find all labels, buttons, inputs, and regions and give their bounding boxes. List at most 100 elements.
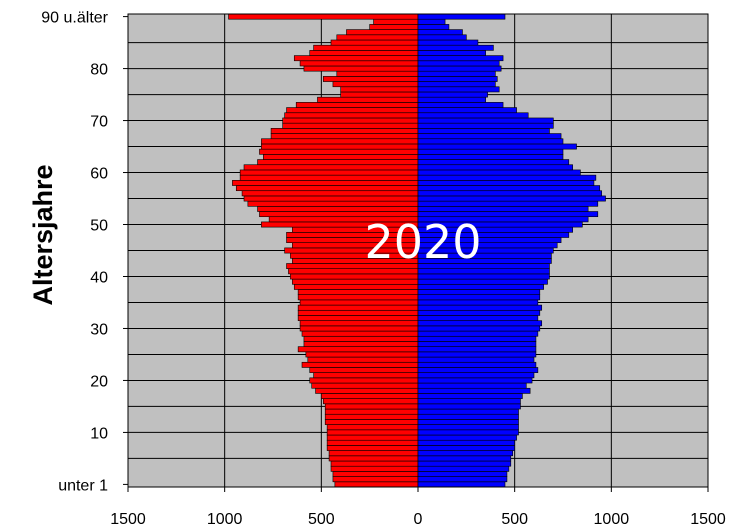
female-bar (259, 148, 419, 155)
female-bar (228, 13, 419, 20)
male-bar (417, 445, 515, 451)
male-bar (417, 44, 494, 51)
male-bar (417, 346, 537, 353)
female-bar (322, 398, 419, 405)
male-bar (417, 143, 577, 150)
male-bar (417, 112, 529, 119)
male-bar (417, 387, 531, 394)
male-bar (417, 424, 519, 431)
female-bar (239, 169, 419, 176)
female-bar (286, 107, 419, 114)
female-bar (303, 65, 419, 72)
male-bar (417, 154, 564, 160)
female-bar (324, 413, 419, 420)
male-bar (417, 341, 537, 347)
male-bar (417, 133, 562, 140)
female-bar (297, 315, 419, 321)
female-bar (257, 206, 419, 212)
female-bars (228, 13, 419, 488)
female-bar (326, 445, 419, 451)
male-bar (417, 294, 541, 301)
female-bar (263, 154, 419, 160)
female-bar (297, 309, 419, 316)
y-tick-label: 90 u.älter (41, 10, 108, 27)
male-bar (417, 180, 595, 186)
y-tick-label: 80 (90, 62, 108, 79)
male-bar (417, 159, 570, 166)
female-bar (324, 408, 419, 415)
y-tick-label: 70 (90, 114, 108, 131)
female-bar (334, 481, 419, 488)
male-bar (417, 117, 554, 124)
female-bar (243, 164, 419, 171)
male-bar (417, 465, 510, 472)
female-bar (326, 439, 419, 446)
male-bar (417, 50, 486, 56)
female-bar (297, 294, 419, 301)
female-bar (261, 138, 419, 145)
female-bar (346, 29, 419, 36)
female-bar (373, 18, 419, 25)
female-bar (297, 346, 419, 353)
female-bar (309, 50, 419, 56)
female-bar (336, 34, 419, 41)
female-bar (282, 122, 419, 129)
female-bar (332, 81, 419, 88)
male-bar (417, 403, 521, 410)
female-bar (309, 377, 419, 384)
male-bar (417, 29, 463, 36)
x-tick-label: 1500 (110, 511, 146, 528)
male-bar (417, 65, 502, 72)
female-bar (328, 455, 419, 462)
male-bar (417, 283, 544, 290)
male-bar (417, 419, 519, 425)
male-bar (417, 481, 506, 488)
male-bar (417, 299, 539, 306)
male-bar (417, 372, 535, 379)
y-tick-label: 30 (90, 321, 108, 338)
female-bar (307, 356, 419, 363)
y-axis-ticks: unter 1 10 20 30 40 50 60 70 80 90 u.älter (41, 10, 128, 494)
y-tick-label: 20 (90, 373, 108, 390)
male-bar (417, 18, 446, 25)
male-bar (417, 455, 512, 462)
female-bar (299, 60, 419, 67)
male-bar (417, 304, 543, 311)
female-bar (290, 273, 419, 280)
male-bar (417, 356, 535, 363)
female-bar (239, 174, 419, 181)
female-bar (241, 190, 419, 197)
female-bar (247, 200, 419, 207)
male-bar (417, 128, 550, 134)
female-bar (270, 133, 419, 140)
x-tick-label: 1000 (207, 511, 243, 528)
female-bar (303, 341, 419, 347)
male-bar (417, 351, 537, 358)
male-bar (417, 413, 519, 420)
male-bar (417, 289, 541, 295)
y-tick-label: 50 (90, 218, 108, 235)
female-bar (313, 44, 419, 51)
male-bar (417, 55, 504, 62)
female-bar (340, 91, 419, 98)
male-bar (417, 450, 514, 457)
x-tick-label: 1500 (690, 511, 726, 528)
female-bar (315, 387, 419, 394)
female-bar (288, 268, 419, 275)
male-bar (417, 273, 550, 280)
male-bar (417, 190, 602, 197)
male-bar (417, 361, 537, 368)
female-bar (332, 476, 419, 483)
male-bar (417, 377, 533, 384)
female-bar (303, 335, 419, 342)
male-bar (417, 315, 539, 321)
male-bar (417, 320, 543, 327)
female-bar (330, 39, 419, 46)
female-bar (317, 96, 419, 103)
female-bar (284, 112, 419, 119)
female-bar (297, 304, 419, 311)
male-bar (417, 34, 467, 41)
female-bar (326, 434, 419, 441)
male-bar (417, 200, 599, 207)
